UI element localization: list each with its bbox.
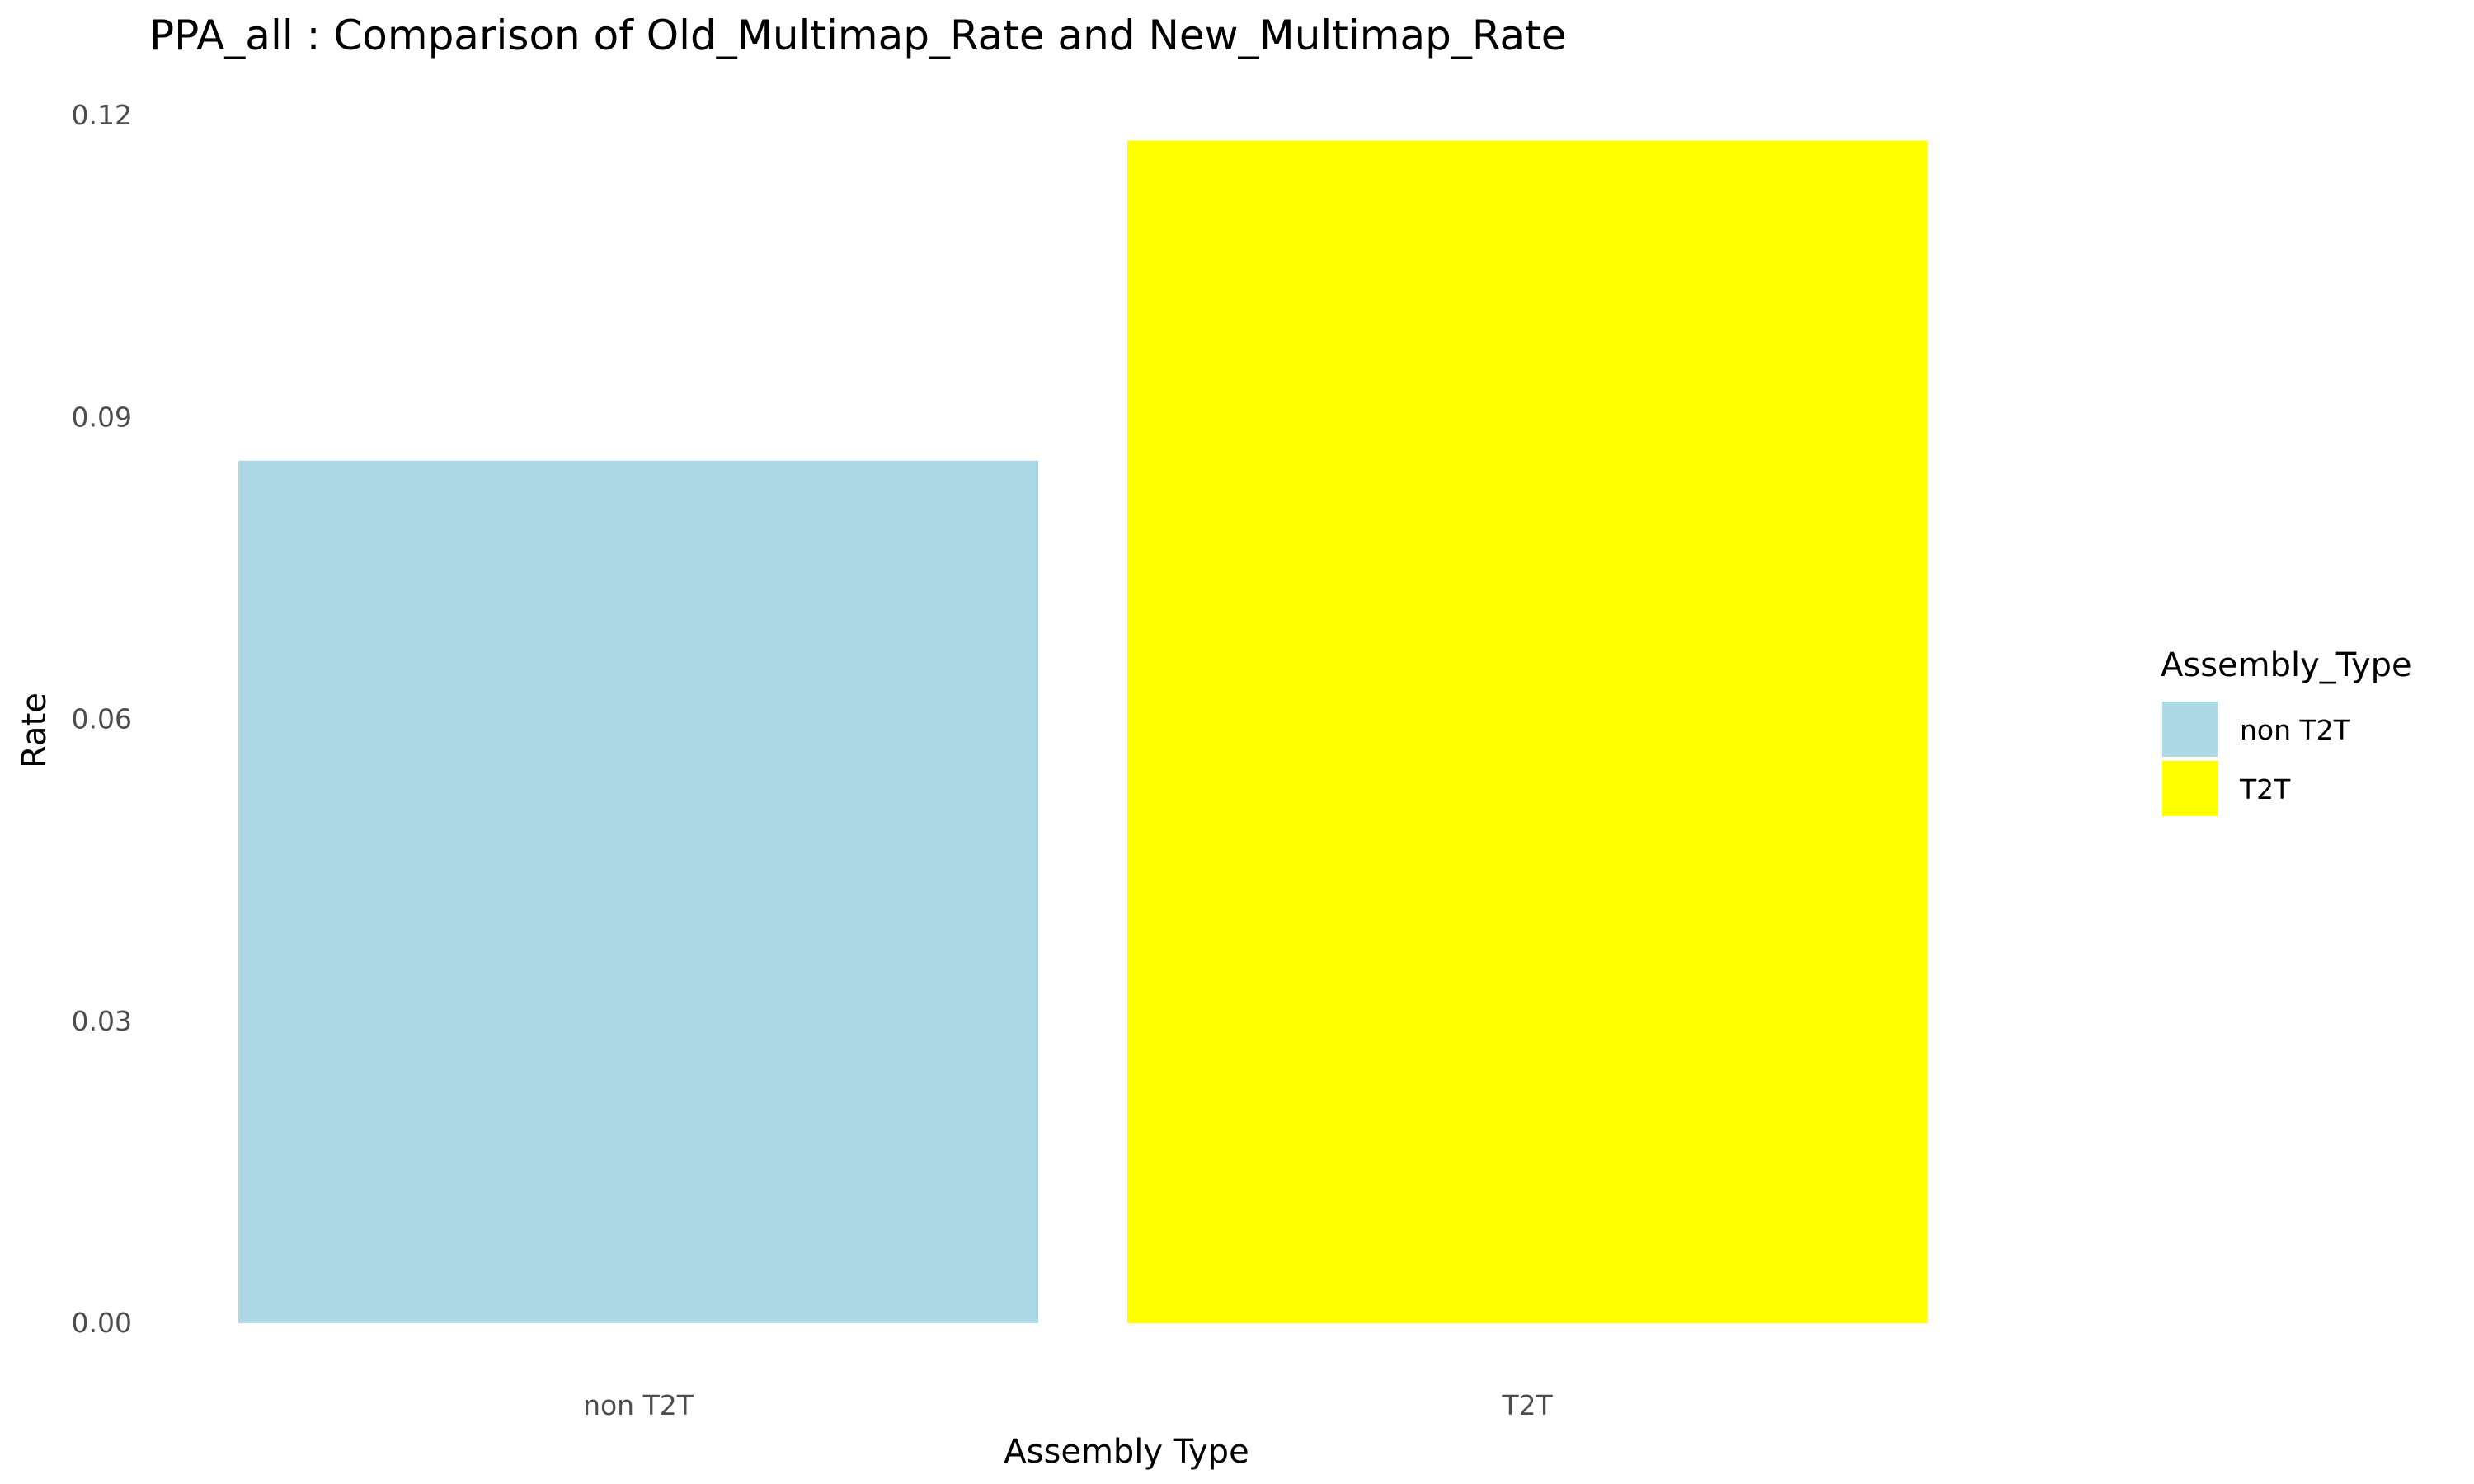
y-tick-label: 0.00 bbox=[72, 1307, 132, 1339]
legend-label: non T2T bbox=[2240, 714, 2351, 746]
bars bbox=[238, 140, 1927, 1323]
x-axis-title: Assembly Type bbox=[1004, 1433, 1249, 1471]
y-tick-label: 0.09 bbox=[72, 401, 132, 433]
y-axis-ticks: 0.00 0.03 0.06 0.09 0.12 bbox=[72, 99, 132, 1339]
legend: Assembly_Type non T2T T2T bbox=[2161, 646, 2412, 816]
x-tick-label: non T2T bbox=[583, 1389, 694, 1421]
legend-key-non-t2t bbox=[2162, 702, 2218, 757]
legend-key-t2t bbox=[2162, 761, 2218, 816]
y-tick-label: 0.06 bbox=[72, 703, 132, 735]
legend-label: T2T bbox=[2239, 773, 2291, 805]
x-axis-ticks: non T2T T2T bbox=[583, 1389, 1553, 1421]
bar-non-t2t bbox=[238, 460, 1038, 1323]
y-tick-label: 0.12 bbox=[72, 99, 132, 131]
y-axis-title: Rate bbox=[16, 693, 54, 768]
x-tick-label: T2T bbox=[1501, 1389, 1553, 1421]
y-tick-label: 0.03 bbox=[72, 1005, 132, 1037]
bar-t2t bbox=[1127, 140, 1927, 1323]
legend-title: Assembly_Type bbox=[2161, 646, 2412, 684]
chart-title: PPA_all : Comparison of Old_Multimap_Rat… bbox=[149, 12, 1567, 59]
